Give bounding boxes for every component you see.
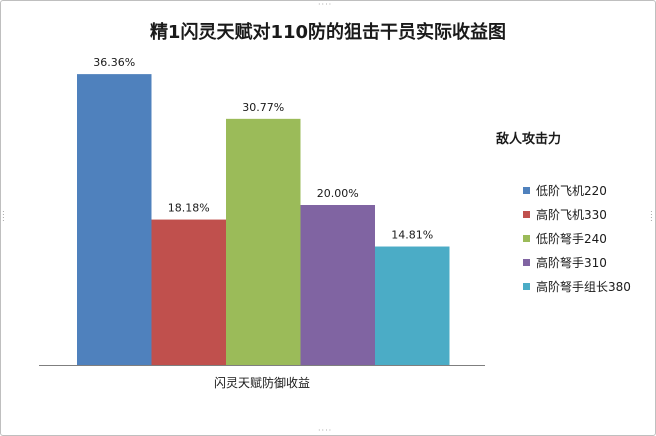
bar-2: [151, 219, 226, 365]
resize-handle-left[interactable]: ::: [2, 208, 6, 223]
resize-handle-top[interactable]: ····: [318, 0, 333, 9]
legend-item-1: 低阶飞机220: [523, 178, 631, 202]
legend: 低阶飞机220 高阶飞机330 低阶弩手240 高阶弩手310 高阶弩手组长380: [523, 178, 631, 298]
legend-swatch: [523, 186, 530, 194]
data-label-1: 36.36%: [93, 56, 135, 69]
chart-title: 精1闪灵天赋对110防的狙击干员实际收益图: [149, 22, 507, 43]
legend-item-3: 低阶弩手240: [523, 226, 631, 250]
bar-4: [300, 205, 375, 365]
resize-handle-right[interactable]: ::: [650, 208, 654, 223]
bar-3: [226, 118, 301, 365]
legend-label: 高阶弩手310: [536, 255, 607, 270]
legend-title: 敌人攻击力: [496, 132, 562, 147]
legend-label: 低阶弩手240: [536, 231, 607, 246]
legend-item-5: 高阶弩手组长380: [523, 274, 631, 298]
legend-item-2: 高阶飞机330: [523, 202, 631, 226]
legend-swatch: [523, 258, 530, 266]
legend-swatch: [523, 282, 530, 290]
legend-swatch: [523, 210, 530, 218]
data-label-4: 20.00%: [317, 187, 359, 200]
bar-5: [375, 246, 450, 365]
legend-label: 高阶弩手组长380: [536, 279, 631, 294]
resize-handle-bottom[interactable]: ····: [318, 426, 333, 435]
bar-1: [77, 74, 152, 366]
x-tick-label: 闪灵天赋防御收益: [214, 375, 310, 390]
legend-label: 低阶飞机220: [536, 183, 607, 198]
legend-swatch: [523, 234, 530, 242]
data-label-3: 30.77%: [242, 101, 284, 114]
legend-label: 高阶飞机330: [536, 207, 607, 222]
data-label-5: 14.81%: [391, 229, 433, 242]
legend-item-4: 高阶弩手310: [523, 250, 631, 274]
data-label-2: 18.18%: [168, 202, 210, 215]
